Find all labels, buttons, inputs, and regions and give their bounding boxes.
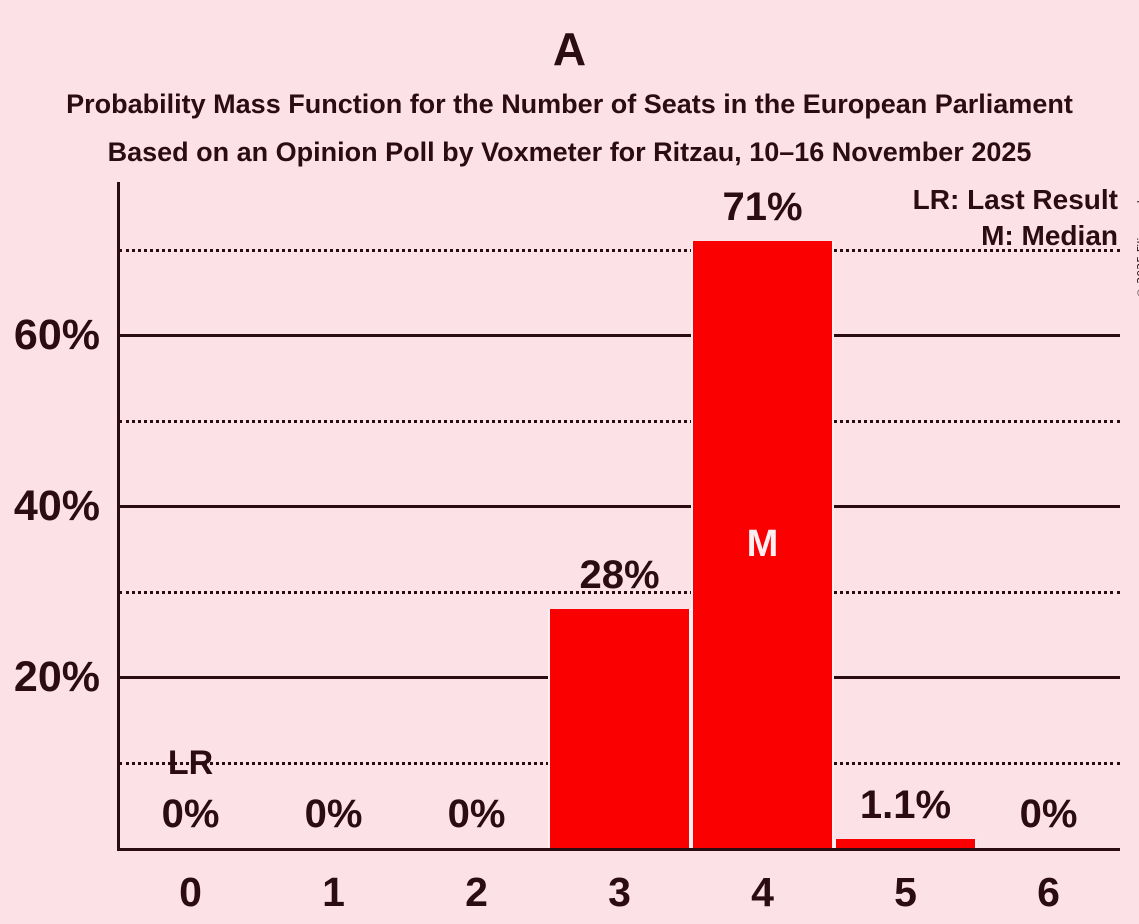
x-tick-label-5: 5 — [894, 869, 917, 915]
chart-subtitle-poll: Based on an Opinion Poll by Voxmeter for… — [107, 137, 1032, 167]
x-tick-label-6: 6 — [1037, 869, 1060, 915]
legend: LR: Last Result M: Median — [913, 182, 1118, 254]
gridline-solid-60pct — [119, 334, 1120, 337]
last-result-marker: LR — [167, 743, 214, 782]
gridline-dotted-70pct — [119, 248, 1120, 252]
x-tick-label-3: 3 — [608, 869, 631, 915]
x-tick-label-2: 2 — [465, 869, 488, 915]
legend-median: M: Median — [981, 220, 1118, 251]
bar-value-label-3: 28% — [579, 552, 660, 597]
x-tick-label-4: 4 — [751, 869, 774, 915]
bar-value-label-0: 0% — [161, 792, 220, 836]
legend-last-result: LR: Last Result — [912, 184, 1118, 215]
median-marker: M — [746, 523, 779, 566]
bar-seats-4 — [691, 240, 834, 848]
chart-title: A — [552, 23, 587, 75]
y-tick-label-40: 40% — [13, 482, 100, 530]
y-axis-line — [117, 182, 120, 851]
bar-value-label-2: 0% — [447, 792, 506, 836]
bar-value-label-4: 71% — [722, 184, 803, 229]
bar-value-label-6: 0% — [1019, 792, 1078, 836]
y-tick-label-20: 20% — [13, 653, 100, 701]
gridline-dotted-30pct — [119, 590, 1120, 594]
copyright-notice: © 2025 Filip van Laenen — [1135, 163, 1139, 298]
x-tick-label-1: 1 — [322, 869, 345, 915]
y-tick-label-60: 60% — [13, 311, 100, 359]
bar-value-label-1: 0% — [304, 792, 363, 836]
chart-subtitle: Probability Mass Function for the Number… — [66, 89, 1073, 119]
x-tick-label-0: 0 — [179, 869, 202, 915]
x-axis-line — [117, 848, 1120, 851]
gridline-solid-40pct — [119, 505, 1120, 508]
bar-seats-5 — [834, 838, 977, 848]
gridline-dotted-50pct — [119, 419, 1120, 423]
bar-seats-3 — [548, 608, 691, 848]
bar-value-label-5: 1.1% — [859, 782, 952, 827]
